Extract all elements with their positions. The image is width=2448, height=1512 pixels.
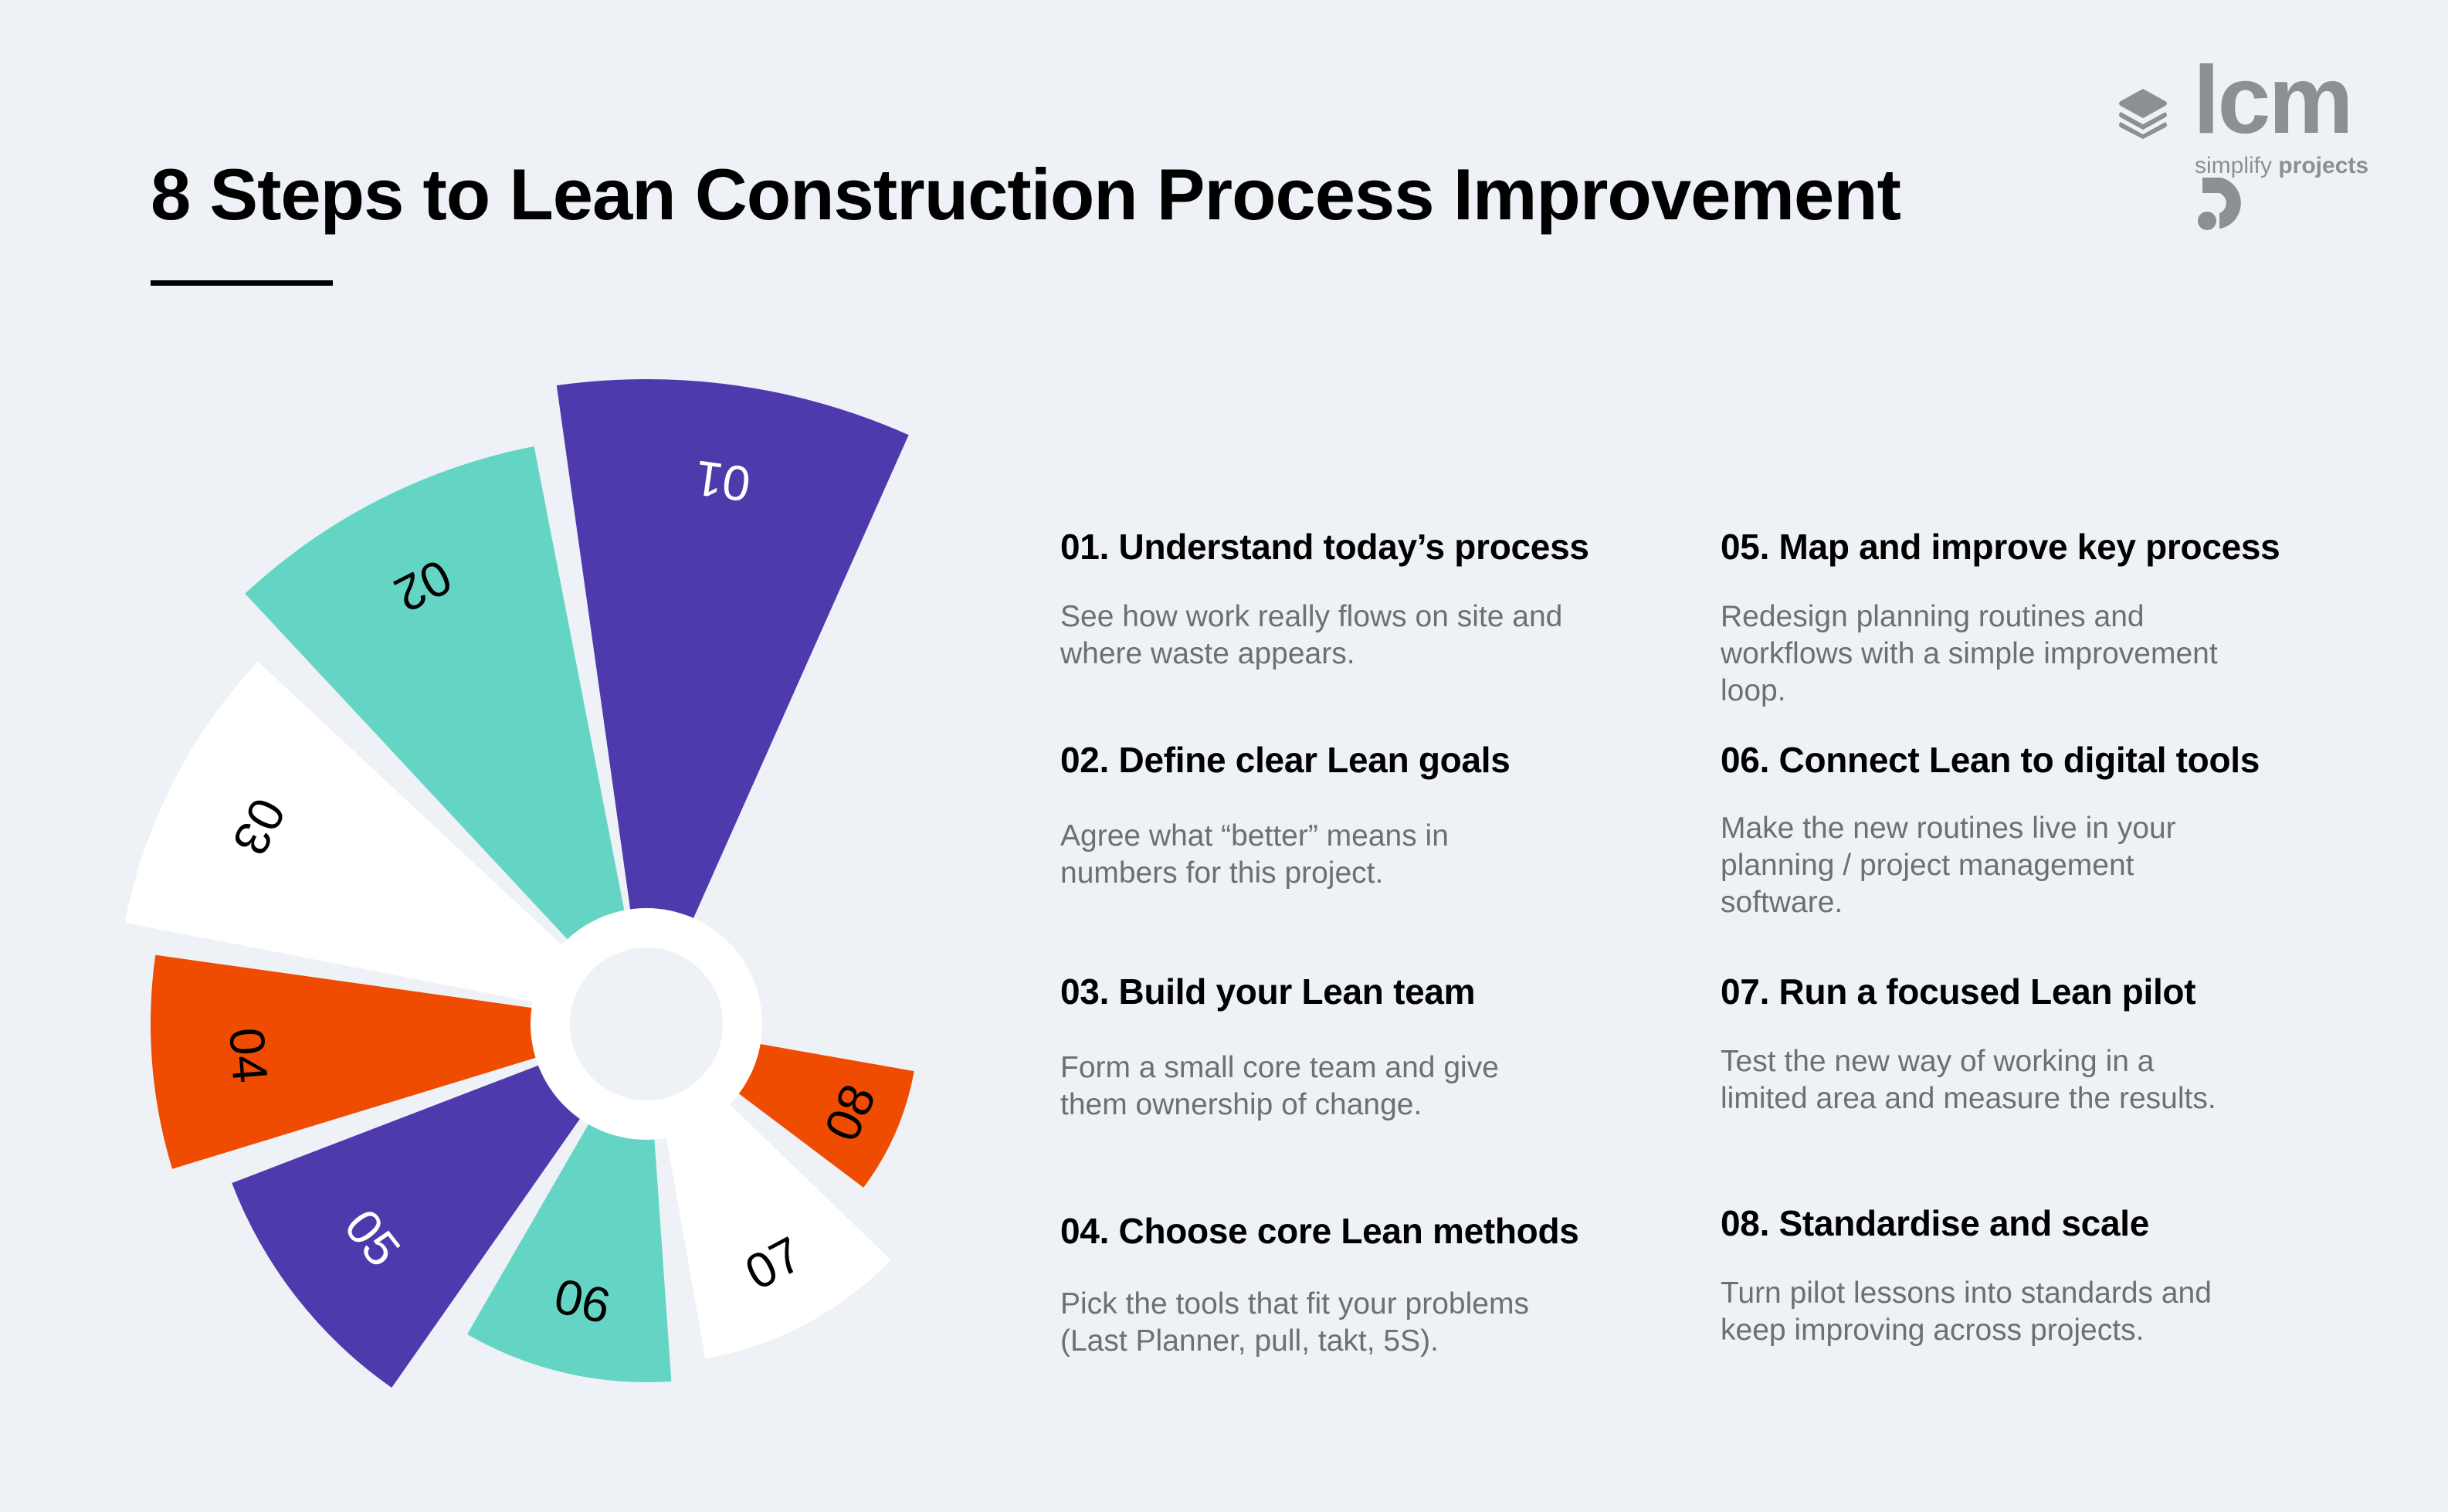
wedge-04 — [151, 954, 544, 1169]
step-07: 07. Run a focused Lean pilot Test the ne… — [1721, 971, 2307, 1117]
step-title: 08. Standardise and scale — [1721, 1203, 2149, 1243]
step-06: 06. Connect Lean to digital tools Make t… — [1721, 740, 2307, 921]
step-02: 02. Define clear Lean goals Agree what “… — [1060, 740, 1647, 892]
step-description: Redesign planning routines and workflows … — [1721, 599, 2218, 707]
wedge-05 — [232, 1063, 585, 1388]
step-description: Make the new routines live in your planni… — [1721, 811, 2176, 919]
wedge-label-04: 04 — [219, 1026, 278, 1085]
step-title: 01. Understand today’s process — [1060, 527, 1589, 567]
wedge-label-01: 01 — [692, 449, 754, 512]
step-01: 01. Understand today’s process See how w… — [1060, 527, 1647, 673]
logo-wordmark-text: lcm — [2193, 47, 2354, 154]
step-description: See how work really flows on site and whe… — [1060, 599, 1563, 670]
logo-d-glyph — [2198, 178, 2241, 230]
step-title: 04. Choose core Lean methods — [1060, 1211, 1579, 1251]
step-05: 05. Map and improve key process Redesign… — [1721, 527, 2307, 710]
wedge-02 — [245, 446, 626, 945]
wedge-03 — [124, 661, 568, 1004]
step-04: 04. Choose core Lean methods Pick the to… — [1060, 1211, 1647, 1360]
step-title: 07. Run a focused Lean pilot — [1721, 971, 2196, 1012]
step-03: 03. Build your Lean team Form a small co… — [1060, 971, 1647, 1124]
wedge-label-06: 06 — [549, 1268, 615, 1334]
logo-tagline: simplify projects — [2195, 153, 2368, 179]
center-hole — [570, 948, 723, 1100]
step-title: 06. Connect Lean to digital tools — [1721, 740, 2260, 780]
stacked-layers-icon — [2119, 89, 2167, 139]
brand-logo: lcm simplify projects — [2116, 53, 2378, 230]
tagline-bold: projects — [2278, 153, 2369, 178]
wedge-01 — [556, 378, 909, 926]
step-description: Form a small core team and give them owne… — [1060, 1050, 1499, 1121]
wedge-08 — [732, 1042, 914, 1188]
wedge-06 — [467, 1117, 672, 1383]
page-title: 8 Steps to Lean Construction Process Imp… — [151, 154, 1901, 235]
title-underline — [151, 280, 333, 286]
step-description: Pick the tools that fit your problems (La… — [1060, 1287, 1529, 1358]
step-title: 03. Build your Lean team — [1060, 971, 1476, 1012]
step-title: 02. Define clear Lean goals — [1060, 740, 1511, 780]
tagline-light: simplify — [2195, 153, 2273, 178]
wedge-07 — [665, 1099, 891, 1359]
step-08: 08. Standardise and scale Turn pilot les… — [1721, 1203, 2307, 1349]
step-description: Test the new way of working in a limited … — [1721, 1044, 2216, 1115]
logo-wordmark: lcm — [2193, 53, 2378, 244]
step-description: Agree what “better” means in numbers for … — [1060, 819, 1449, 890]
step-title: 05. Map and improve key process — [1721, 527, 2280, 567]
step-description: Turn pilot lessons into standards and kee… — [1721, 1276, 2212, 1347]
